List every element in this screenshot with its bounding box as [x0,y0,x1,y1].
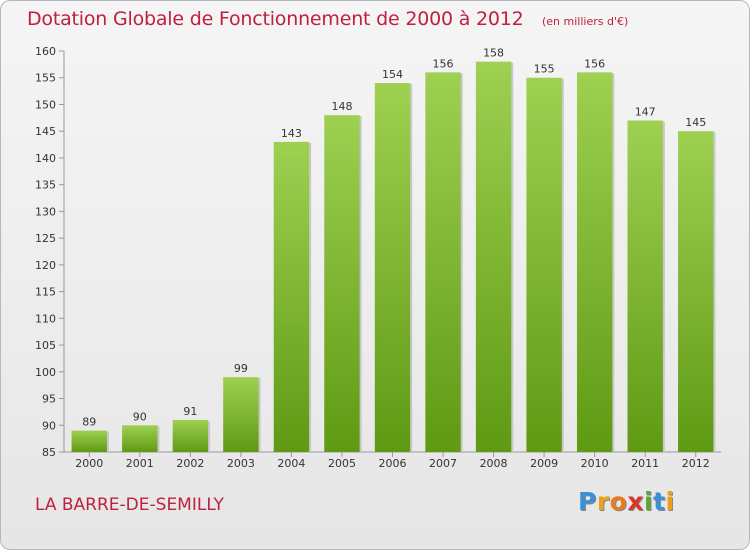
x-tick-label-2010: 2010 [581,457,609,470]
bar-2001 [122,425,158,452]
place-name: LA BARRE-DE-SEMILLY [35,495,224,515]
x-tick-label-2006: 2006 [379,457,407,470]
bar-2005 [324,115,360,452]
logo-letter: P [578,487,597,516]
x-tick-label-2001: 2001 [126,457,154,470]
y-tick-label: 85 [42,446,56,459]
x-tick-label-2004: 2004 [277,457,305,470]
y-tick-label: 145 [35,125,56,138]
data-label-2000: 89 [82,416,96,429]
y-tick-label: 125 [35,232,56,245]
y-tick-label: 120 [35,259,56,272]
y-tick-label: 140 [35,152,56,165]
bar-2012 [678,131,714,452]
x-tick-label-2011: 2011 [631,457,659,470]
bar-2009 [526,77,562,452]
y-tick-label: 95 [42,393,56,406]
x-tick-label-2002: 2002 [176,457,204,470]
logo-letter: t [653,487,666,516]
data-label-2002: 91 [183,405,197,418]
y-tick-label: 100 [35,366,56,379]
data-label-2011: 147 [635,106,656,119]
data-label-2012: 145 [685,116,706,129]
x-tick-label-2007: 2007 [429,457,457,470]
data-label-2008: 158 [483,47,504,60]
y-tick-label: 160 [35,45,56,58]
data-label-2003: 99 [234,362,248,375]
bar-2006 [374,83,411,452]
proxiti-logo: Proxiti [578,487,675,516]
x-tick-label-2012: 2012 [682,457,710,470]
logo-letter: r [596,487,610,516]
bar-2003 [223,377,259,452]
x-tick-label-2009: 2009 [530,457,558,470]
data-label-2010: 156 [584,57,605,70]
y-tick-label: 130 [35,205,56,218]
logo-letter: o [609,487,628,516]
logo-letter: x [627,487,644,516]
x-tick-label-2005: 2005 [328,457,356,470]
data-label-2009: 155 [534,63,555,76]
data-label-2007: 156 [433,57,454,70]
data-label-2004: 143 [281,127,302,140]
bar-2010 [576,72,613,453]
x-tick-label-2008: 2008 [480,457,508,470]
bar-2004 [273,141,310,453]
logo-letter: i [644,487,654,516]
y-tick-label: 90 [42,419,56,432]
bar-2008 [475,61,512,453]
x-tick-label-2003: 2003 [227,457,255,470]
y-tick-label: 135 [35,179,56,192]
logo-letter: i [665,487,675,516]
bar-2000 [71,430,107,452]
bar-2007 [425,72,461,453]
bar-2011 [627,120,663,453]
y-tick-label: 150 [35,98,56,111]
chart-unit: (en milliers d'€) [542,15,629,28]
data-label-2005: 148 [331,100,352,113]
y-tick-label: 155 [35,72,56,85]
y-tick-label: 110 [35,312,56,325]
data-label-2006: 154 [382,68,403,81]
x-tick-label-2000: 2000 [75,457,103,470]
bar-2002 [172,419,209,452]
y-tick-label: 115 [35,286,56,299]
chart-title: Dotation Globale de Fonctionnement de 20… [27,8,524,30]
data-label-2001: 90 [133,410,147,423]
y-tick-label: 105 [35,339,56,352]
